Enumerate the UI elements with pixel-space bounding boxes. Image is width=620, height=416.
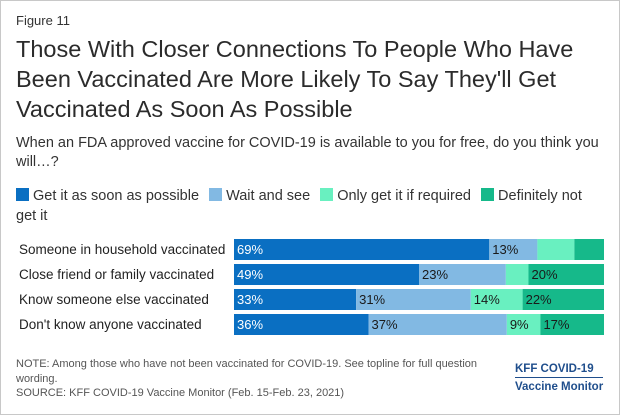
bar-segment-soon-1 (234, 264, 419, 285)
bar-segment-soon-3 (234, 314, 369, 335)
bar-segment-never-1 (528, 264, 604, 285)
data-label-required-3: 9% (510, 317, 529, 332)
legend-item-required: Only get it if required (320, 188, 471, 204)
legend-label-required: Only get it if required (337, 188, 471, 204)
bar-segment-wait-3 (368, 314, 507, 335)
brand-line2: Vaccine Monitor (515, 377, 604, 395)
data-label-wait-1: 23% (422, 267, 448, 282)
legend-swatch-never (481, 188, 495, 201)
bar-segment-never-2 (522, 289, 604, 310)
legend: Get it as soon as possible Wait and see … (16, 186, 606, 226)
bar-segment-required-1 (505, 264, 529, 285)
legend-label-wait: Wait and see (226, 188, 311, 204)
category-label-someone-else: Know someone else vaccinated (19, 292, 209, 307)
category-label-household: Someone in household vaccinated (19, 242, 226, 257)
legend-swatch-required (320, 188, 334, 201)
legend-item-wait: Wait and see (209, 188, 310, 204)
category-label-close-friend: Close friend or family vaccinated (19, 267, 215, 282)
bar-segment-wait-0 (489, 239, 538, 260)
legend-item-never: Definitely not get it (16, 188, 582, 224)
kff-logo: KFF COVID-19 Vaccine Monitor (515, 361, 610, 395)
data-label-never-3: 17% (543, 317, 569, 332)
legend-label-never: Definitely not get it (16, 188, 582, 224)
legend-swatch-wait (209, 188, 223, 201)
chart-source: SOURCE: KFF COVID-19 Vaccine Monitor (Fe… (16, 387, 345, 399)
data-label-soon-2: 33% (237, 292, 263, 307)
bar-segment-required-0 (537, 239, 575, 260)
data-label-required-2: 14% (474, 292, 500, 307)
legend-item-soon: Get it as soon as possible (16, 188, 199, 204)
data-label-wait-2: 31% (359, 292, 385, 307)
chart-subtitle: When an FDA approved vaccine for COVID-1… (16, 135, 599, 170)
data-label-never-2: 22% (526, 292, 552, 307)
data-label-wait-3: 37% (372, 317, 398, 332)
data-label-soon-1: 49% (237, 267, 263, 282)
data-label-never-1: 20% (531, 267, 557, 282)
bar-segment-never-0 (574, 239, 604, 260)
data-label-wait-0: 13% (492, 242, 518, 257)
chart-note: NOTE: Among those who have not been vacc… (16, 358, 478, 385)
bar-segment-required-3 (506, 314, 541, 335)
figure-label: Figure 11 (16, 13, 70, 28)
bar-segment-soon-0 (234, 239, 490, 260)
legend-label-soon: Get it as soon as possible (33, 188, 200, 204)
bar-segment-never-3 (540, 314, 604, 335)
bar-segment-required-2 (470, 289, 523, 310)
bar-segment-wait-2 (356, 289, 471, 310)
category-label-no-one: Don't know anyone vaccinated (19, 317, 202, 332)
brand-line1: KFF COVID-19 (515, 363, 594, 375)
data-label-soon-3: 36% (237, 317, 263, 332)
bar-segment-wait-1 (419, 264, 506, 285)
bar-segment-soon-2 (234, 289, 357, 310)
data-label-soon-0: 69% (237, 242, 263, 257)
legend-swatch-soon (16, 188, 29, 201)
chart-title: Those With Closer Connections To People … (16, 36, 574, 122)
